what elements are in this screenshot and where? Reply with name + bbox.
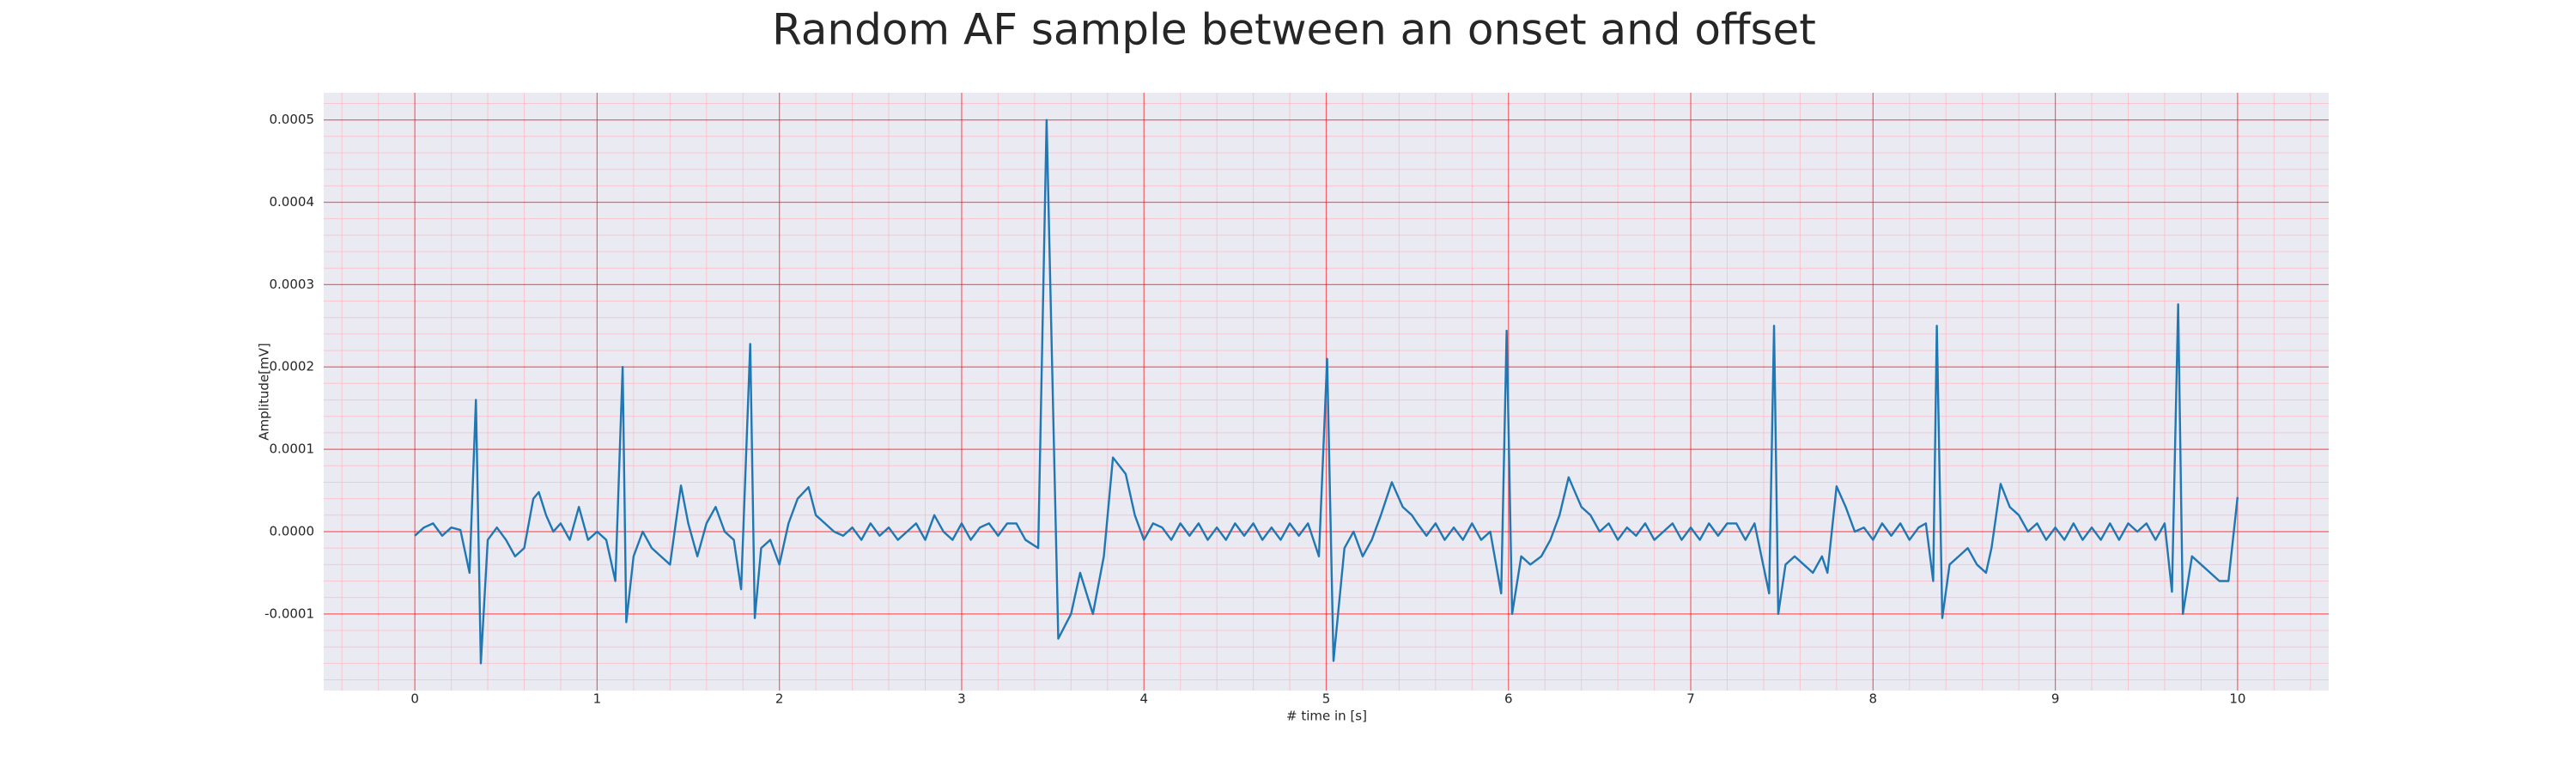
x-tick-label: 7 — [1686, 691, 1695, 707]
y-tick-label: -0.0001 — [264, 606, 314, 621]
y-tick-label: 0.0001 — [270, 441, 315, 457]
x-tick-label: 1 — [593, 691, 602, 707]
y-tick-label: 0.0004 — [270, 194, 315, 210]
x-tick-label: 8 — [1869, 691, 1878, 707]
x-tick-label: 6 — [1504, 691, 1513, 707]
x-tick-label: 3 — [957, 691, 966, 707]
x-tick-label: 4 — [1139, 691, 1148, 707]
x-tick-label: 9 — [2051, 691, 2060, 707]
lines — [414, 119, 2239, 665]
chart-title: Random AF sample between an onset and of… — [772, 5, 1816, 55]
y-tick-label: 0.0000 — [270, 523, 315, 539]
x-tick-label: 10 — [2229, 691, 2245, 707]
y-tick-label: 0.0003 — [270, 277, 315, 292]
signal-line — [414, 119, 2239, 665]
x-tick-label: 2 — [775, 691, 784, 707]
y-tick-label: 0.0005 — [270, 112, 315, 127]
y-axis-label: Amplitude[mV] — [257, 343, 272, 440]
labels: 0 1 2 3 4 5 6 7 8 9 10 -0.0001 0.0000 0.0001 0.0002 0.0… — [264, 112, 2245, 706]
y-tick-label: 0.0002 — [270, 359, 315, 374]
x-axis-label: # time in [s] — [1286, 709, 1367, 724]
x-tick-label: 5 — [1322, 691, 1331, 707]
x-tick-label: 0 — [410, 691, 419, 707]
